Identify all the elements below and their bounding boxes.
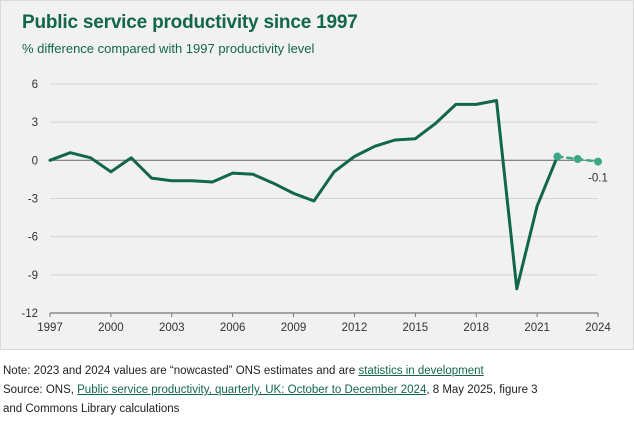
chart-panel <box>0 0 634 350</box>
note-line: Note: 2023 and 2024 values are “nowcaste… <box>3 362 538 381</box>
y-tick-label: 6 <box>32 79 38 91</box>
note-text: Note: 2023 and 2024 values are “nowcaste… <box>3 365 359 377</box>
source-prefix: Source: ONS, <box>3 384 78 396</box>
x-tick-label: 2000 <box>98 322 124 334</box>
y-tick-label: -6 <box>28 232 38 244</box>
y-tick-label: -3 <box>28 194 38 206</box>
ons-publication-link[interactable]: Public service productivity, quarterly, … <box>77 384 427 396</box>
chart-title: Public service productivity since 1997 <box>22 12 358 33</box>
chart-notes: Note: 2023 and 2024 values are “nowcaste… <box>3 362 538 419</box>
calculations-line: and Commons Library calculations <box>3 403 180 415</box>
nowcast-point <box>553 152 562 161</box>
y-tick-label: 3 <box>32 117 38 129</box>
x-tick-label: 2018 <box>463 322 489 334</box>
line-chart: 6 3 0 -3 -6 -9 -12 1997 2000 2003 2006 2009 2012 2015… <box>21 79 611 334</box>
axes <box>49 159 599 317</box>
x-tick-label: 2009 <box>281 322 307 334</box>
y-tick-label: 0 <box>32 155 38 167</box>
statistics-in-development-link[interactable]: statistics in development <box>358 365 484 377</box>
y-tick-label: -12 <box>21 308 38 320</box>
nowcast-point <box>594 157 602 166</box>
source-line: Source: ONS, Public service productivity… <box>3 381 538 400</box>
x-tick-label: 2003 <box>159 322 185 334</box>
tick-labels: 6 3 0 -3 -6 -9 -12 1997 2000 2003 2006 2009 2012 2015… <box>21 79 611 334</box>
series <box>48 99 602 291</box>
x-tick-label: 2012 <box>342 322 368 334</box>
x-tick-label: 2006 <box>220 322 246 334</box>
source-suffix: , 8 May 2025, figure 3 <box>426 384 538 396</box>
y-tick-label: -9 <box>28 270 38 282</box>
nowcast-point <box>573 155 582 164</box>
x-tick-label: 1997 <box>37 322 63 334</box>
x-tick-label: 2024 <box>585 322 611 334</box>
x-tick-label: 2015 <box>403 322 429 334</box>
data-label: -0.1 <box>588 173 608 185</box>
productivity-line <box>48 99 559 291</box>
chart-subtitle: % difference compared with 1997 producti… <box>22 41 315 56</box>
x-tick-label: 2021 <box>524 322 550 334</box>
